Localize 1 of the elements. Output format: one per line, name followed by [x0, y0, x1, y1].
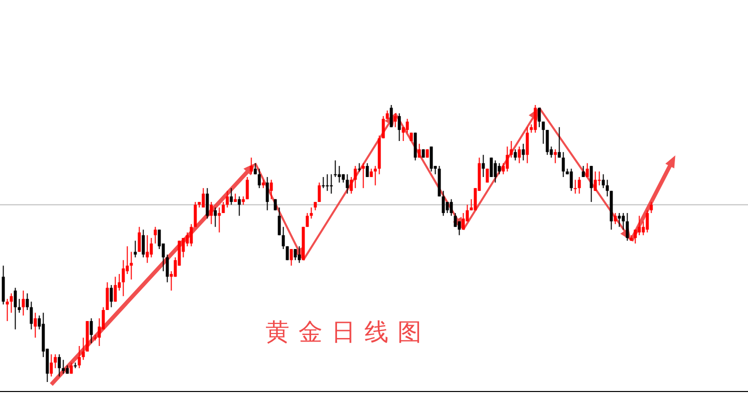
title: 黄金日线图: [266, 318, 430, 346]
